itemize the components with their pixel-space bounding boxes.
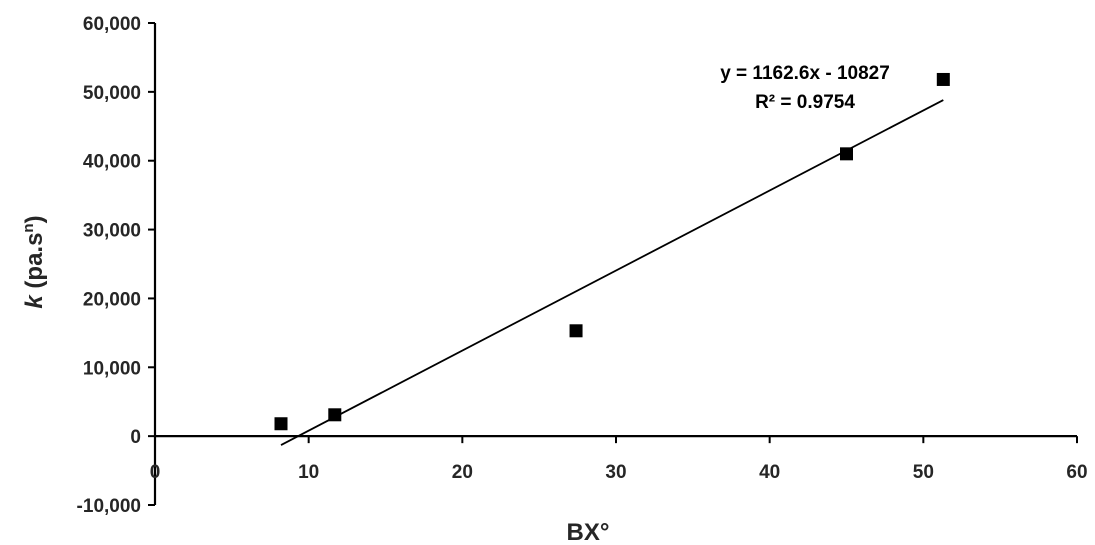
y-tick-label: 40,000 — [83, 152, 141, 173]
x-ticks: 0 10 20 30 40 50 60 — [150, 436, 1088, 483]
data-point-marker — [569, 324, 583, 338]
y-tick-label: 20,000 — [83, 289, 141, 310]
data-points — [274, 72, 950, 431]
x-axis-title: BX° — [567, 519, 610, 545]
trendline-equation: y = 1162.6x - 10827 — [720, 63, 890, 84]
x-tick-label: 30 — [605, 462, 626, 483]
y-tick-label: 0 — [130, 427, 141, 448]
trendline-r-squared: R² = 0.9754 — [755, 92, 855, 113]
x-tick-label: 10 — [298, 462, 319, 483]
x-tick-label: 40 — [759, 462, 780, 483]
y-tick-label: 30,000 — [83, 221, 141, 242]
data-point-marker — [840, 147, 853, 161]
data-point-marker — [936, 72, 950, 86]
axes — [153, 23, 1077, 505]
x-tick-label: 20 — [452, 462, 473, 483]
x-tick-label: 0 — [150, 462, 161, 483]
y-ticks: -10,000 0 10,000 20,000 30,000 40,000 50,000 60… — [77, 14, 155, 517]
x-tick-label: 50 — [913, 462, 934, 483]
y-axis-title-unit: (pa.s — [21, 233, 48, 296]
y-tick-label: 10,000 — [83, 358, 141, 379]
y-axis-title-main: k — [21, 294, 48, 309]
trendline — [280, 99, 944, 446]
trendline-group — [280, 99, 944, 446]
y-tick-label: -10,000 — [77, 496, 141, 517]
y-axis-title: k (pa.sn) — [20, 215, 48, 308]
y-axis-title-superscript: n — [20, 223, 37, 232]
x-tick-label: 60 — [1066, 462, 1087, 483]
y-tick-label: 60,000 — [83, 14, 141, 35]
y-tick-label: 50,000 — [83, 83, 141, 104]
data-point-marker — [274, 417, 288, 431]
data-point-marker — [328, 408, 342, 422]
y-axis-title-close: ) — [21, 215, 48, 223]
